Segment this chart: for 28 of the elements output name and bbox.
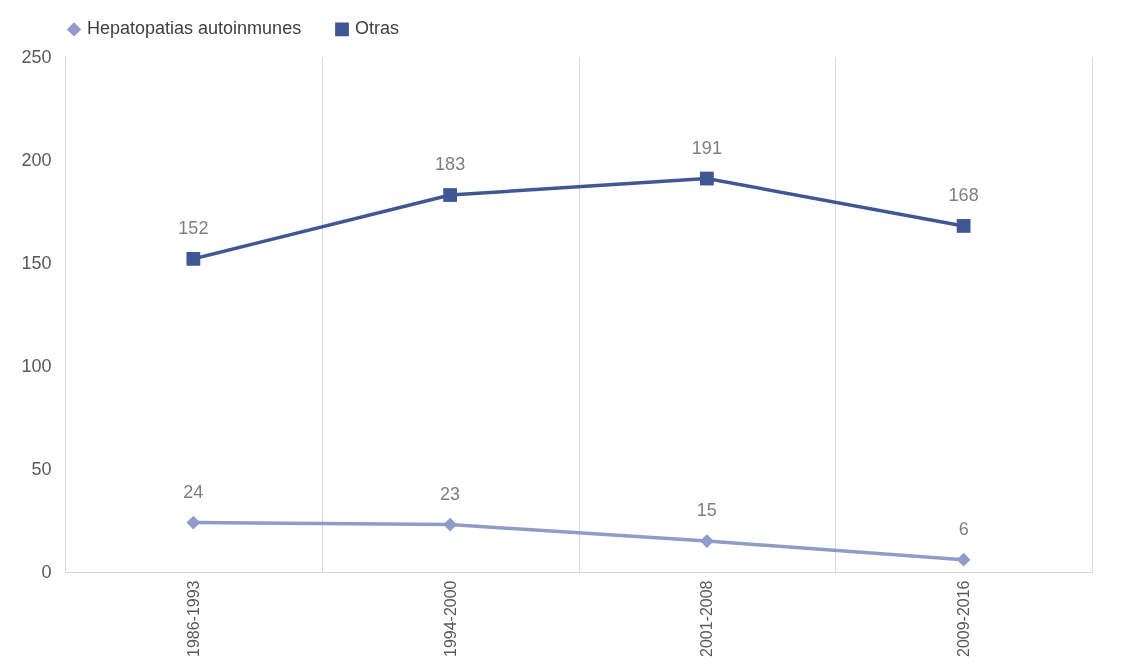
legend-label: Hepatopatias autoinmunes — [87, 18, 302, 39]
x-tick-label: 2009-2016 — [955, 580, 973, 658]
legend-label: Otras — [355, 18, 400, 39]
point — [443, 188, 458, 202]
y-tick-label: 150 — [21, 252, 52, 273]
data-label: 15 — [696, 500, 717, 521]
data-label: 23 — [440, 483, 461, 504]
x-tick-label: 1986-1993 — [184, 580, 202, 658]
data-label: 24 — [183, 481, 204, 502]
point — [443, 517, 458, 532]
point — [699, 534, 714, 548]
data-label: 183 — [435, 154, 466, 175]
point — [699, 171, 714, 186]
data-label: 152 — [178, 217, 209, 238]
data-label: 168 — [948, 184, 979, 205]
data-label: 6 — [958, 518, 969, 539]
y-tick-label: 100 — [21, 355, 52, 376]
y-tick-label: 200 — [21, 149, 52, 170]
x-tick-label: 2001-2008 — [698, 580, 716, 658]
point — [956, 552, 971, 567]
point — [956, 219, 971, 233]
y-tick-label: 250 — [21, 46, 52, 67]
y-tick-label: 0 — [41, 561, 52, 582]
data-label: 191 — [691, 137, 722, 158]
point — [186, 251, 201, 266]
x-tick-label: 1994-2000 — [441, 580, 459, 658]
y-tick-label: 50 — [31, 458, 52, 479]
point — [186, 515, 201, 530]
